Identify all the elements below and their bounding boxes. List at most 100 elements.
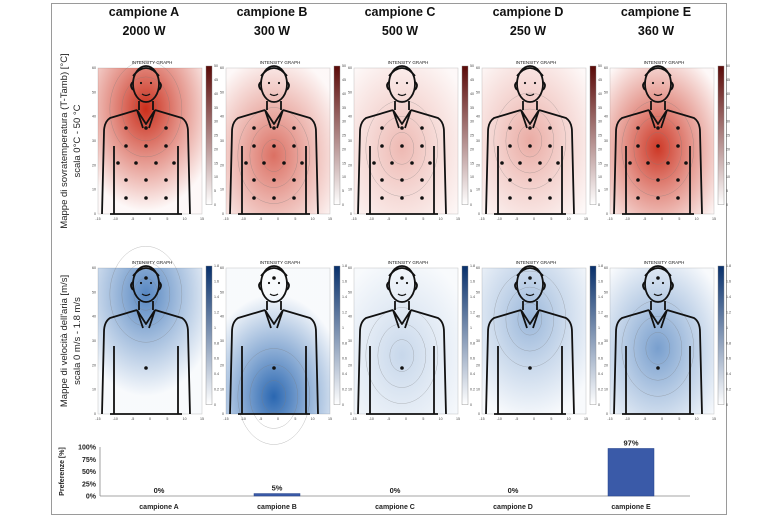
ear	[514, 81, 518, 91]
x-tick-label: -10	[625, 217, 630, 221]
sensor-dot	[548, 144, 552, 148]
sensor-dot	[528, 144, 532, 148]
colorbar-tick-label: 0	[470, 403, 472, 407]
colorbar-tick-label: 1.2	[214, 310, 219, 314]
head-outline	[132, 65, 160, 103]
colorbar-tick-label: 20	[342, 147, 346, 151]
eye	[395, 81, 399, 85]
sensor-dot	[528, 196, 532, 200]
x-tick-label: -5	[131, 217, 134, 221]
x-tick-label: -10	[369, 217, 374, 221]
row-scale: scala 0 m/s - 1.8 m/s	[72, 297, 83, 385]
hair-outline	[260, 267, 288, 277]
y-tick-label: 30	[220, 139, 224, 143]
eye	[533, 281, 537, 285]
hair-outline	[516, 67, 544, 77]
x-tick-label: -15	[223, 417, 228, 421]
sample-name: campione C	[365, 5, 436, 19]
eye	[149, 81, 153, 85]
colorbar-tick-label: 15	[598, 161, 602, 165]
colorbar-tick-label: 40	[726, 92, 730, 96]
colorbar-tick-label: 0.2	[726, 387, 731, 391]
ear	[386, 81, 390, 91]
colorbar-tick-label: 50	[726, 64, 730, 68]
x-tick-label: 15	[200, 217, 204, 221]
contour-line	[109, 246, 183, 343]
neck	[650, 101, 666, 110]
eye	[139, 81, 143, 85]
hair-outline	[388, 267, 416, 277]
x-tick-label: -10	[113, 417, 118, 421]
sensor-dot	[144, 144, 148, 148]
y-tick-label: 60	[604, 266, 608, 270]
heat-map	[226, 268, 330, 414]
torso-outline	[613, 109, 703, 215]
colorbar	[461, 65, 469, 205]
contour-line	[493, 92, 567, 190]
bar-data-label: 0%	[390, 486, 401, 495]
hair-outline	[388, 67, 416, 77]
sensor-dot	[410, 161, 414, 165]
sensor-dot	[244, 161, 248, 165]
sensor-dot	[300, 161, 304, 165]
sensor-dot	[144, 276, 148, 280]
x-tick-label: 5	[294, 417, 296, 421]
torso-outline	[229, 109, 319, 215]
contour-line	[505, 286, 555, 352]
panel-caption: INTENSITY GRAPH	[260, 60, 301, 65]
hair-outline	[644, 267, 672, 277]
y-tick-label: 0	[478, 412, 480, 416]
sensor-dot	[684, 161, 688, 165]
y-tick-label: 50	[348, 290, 352, 294]
sensor-dot	[428, 161, 432, 165]
map-panel: INTENSITY GRAPH-15 -10 -5 0 5 10 1501020304050…	[476, 60, 602, 221]
colorbar-tick-label: 50	[214, 64, 218, 68]
map-panel: INTENSITY GRAPH-15 -10 -5 0 5 10 1501020304050…	[92, 60, 218, 221]
hair-outline	[644, 67, 672, 77]
neck	[522, 101, 538, 110]
y-tick-label: 20	[476, 163, 480, 167]
y-tick-label: 10	[476, 388, 480, 392]
colorbar	[333, 265, 341, 405]
x-tick-label: 5	[294, 217, 296, 221]
y-tick-label: 50	[476, 290, 480, 294]
sensor-dot	[144, 178, 148, 182]
x-tick-label: 10	[695, 217, 699, 221]
sensor-dot	[528, 276, 532, 280]
colorbar-tick-label: 5	[214, 189, 216, 193]
colorbar-tick-label: 1.8	[470, 264, 475, 268]
colorbar-tick-label: 20	[470, 147, 474, 151]
colorbar-tick-label: 10	[342, 175, 346, 179]
panel-caption: INTENSITY GRAPH	[132, 60, 173, 65]
ear	[670, 81, 674, 91]
colorbar-tick-label: 40	[470, 92, 474, 96]
colorbar-tick-label: 0	[598, 203, 600, 207]
y-tick-label: 0	[222, 412, 224, 416]
sensor-dot	[656, 276, 660, 280]
heat-map	[354, 68, 458, 214]
colorbar-tick-label: 20	[214, 147, 218, 151]
x-tick-label: -5	[131, 417, 134, 421]
sensor-dot	[380, 196, 384, 200]
y-tick-label: 0	[350, 212, 352, 216]
head-outline	[260, 265, 288, 303]
sensor-dot	[628, 161, 632, 165]
hair-outline	[516, 267, 544, 277]
y-tick-label: 60	[92, 66, 96, 70]
y-tick-label: 30	[476, 339, 480, 343]
hair-outline	[132, 267, 160, 277]
hair-outline	[260, 67, 288, 77]
colorbar-tick-label: 40	[342, 92, 346, 96]
x-tick-label: 5	[166, 217, 168, 221]
colorbar-tick-label: 35	[726, 106, 730, 110]
x-tick-label: -15	[479, 217, 484, 221]
y-tick-label: 10	[476, 188, 480, 192]
x-tick-label: 5	[422, 217, 424, 221]
panel-caption: INTENSITY GRAPH	[644, 260, 685, 265]
y-tick-label: 20	[220, 163, 224, 167]
sensor-dot	[400, 178, 404, 182]
torso-outline	[357, 109, 447, 215]
y-tick-label: 60	[92, 266, 96, 270]
x-tick-label: -10	[113, 217, 118, 221]
